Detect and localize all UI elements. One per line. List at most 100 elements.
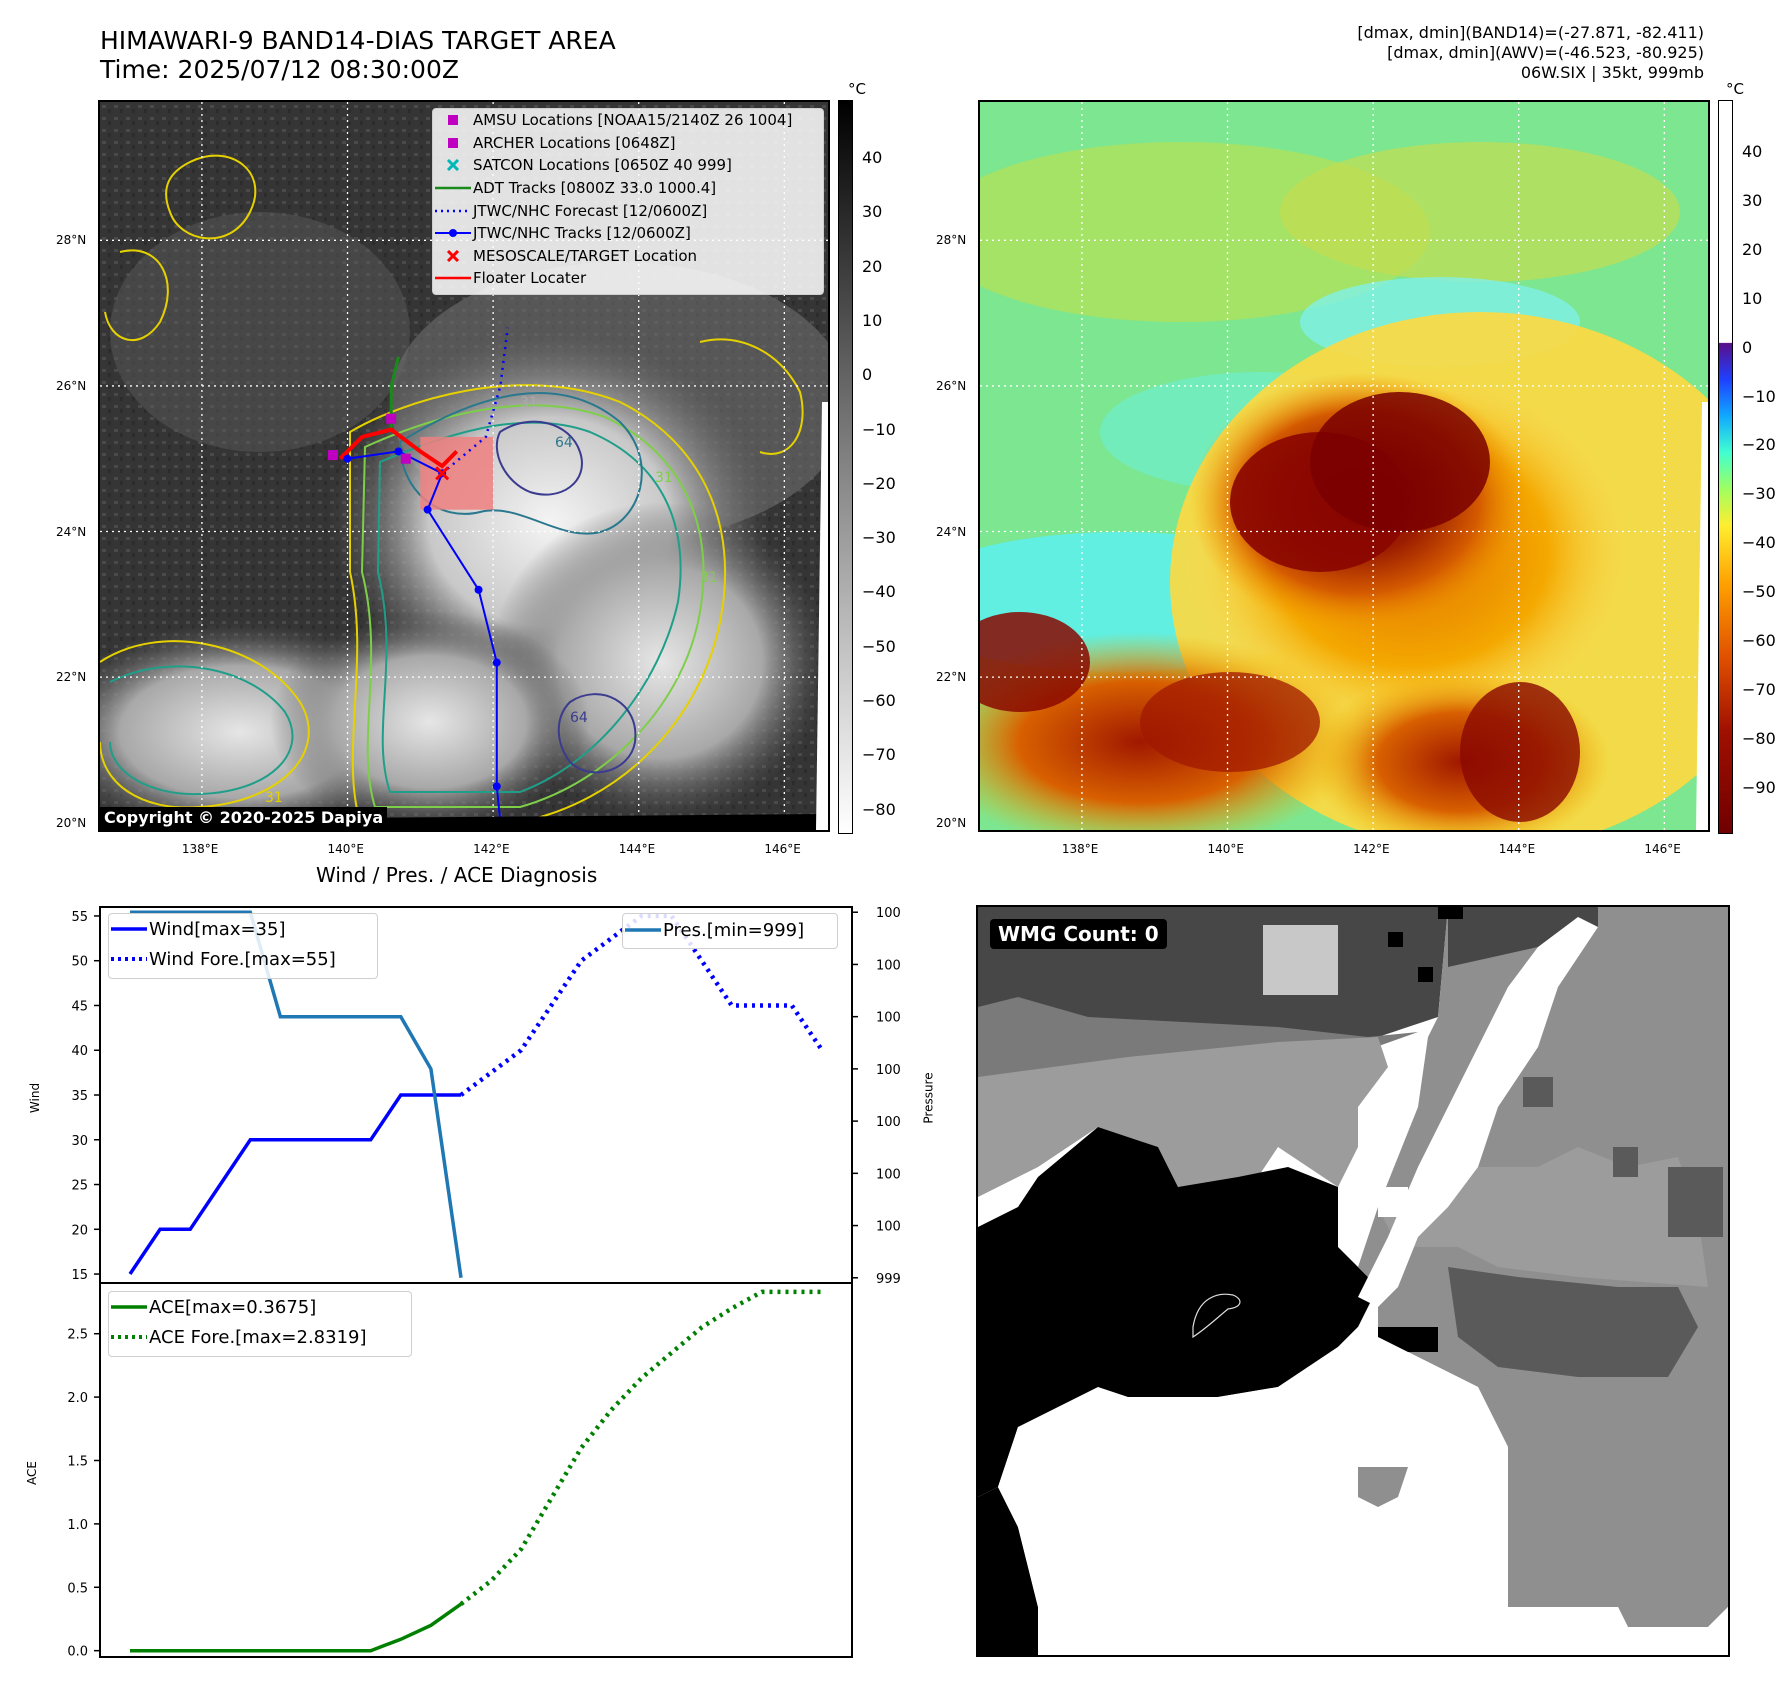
colorbar-tick: −40 [1742, 533, 1776, 553]
colorbar-tick: 0 [862, 365, 873, 385]
colorbar-tick: −70 [862, 745, 896, 765]
wind-tick-label: 35 [71, 1089, 88, 1104]
enhanced-ir-panel [978, 100, 1710, 832]
floater-track [338, 427, 459, 469]
lon-tick-label: 138°E [181, 842, 219, 856]
pressure-tick-label: 1005 [876, 958, 900, 973]
colorbar-tick: 40 [1742, 142, 1763, 161]
dmax-band14: [dmax, dmin](BAND14)=(-27.871, -82.411) [1357, 23, 1704, 42]
lat-tick-label: 24°N [56, 524, 87, 539]
pressure-legend-label: Pres.[min=999] [663, 919, 805, 941]
lat-tick-label: 22°N [56, 670, 87, 685]
colorbar-tick: −50 [862, 636, 896, 656]
lon-tick-label: 140°E [1207, 842, 1245, 856]
wind-tick-label: 20 [71, 1223, 88, 1238]
pressure-tick-label: 1002 [876, 1115, 900, 1130]
amsu-point [400, 453, 411, 464]
map-legend-item: ARCHER Locations [0648Z] [433, 132, 823, 155]
wmg-panel: WMG Count: 0 [976, 905, 1730, 1657]
map-legend-item: AMSU Locations [NOAA15/2140Z 26 1004] [433, 109, 823, 132]
colorbar-tick: 30 [862, 202, 883, 222]
lon-tick-label: 146°E [764, 842, 801, 856]
map-legend-item: ADT Tracks [0800Z 33.0 1000.4] [435, 179, 717, 198]
jtwc-point [492, 658, 501, 667]
colorbar-tick: 10 [1742, 288, 1763, 308]
jtwc-point [474, 585, 483, 594]
ir-map-panel: 31 64 31 31 64 31 AMSU Locations [NOAA15… [98, 100, 830, 832]
colorbar-tick: −90 [1742, 777, 1776, 797]
colorbar-tick: −80 [1742, 728, 1776, 748]
ace-tick-label: 1.5 [67, 1454, 88, 1469]
lat-tick-label: 20°N [56, 815, 87, 830]
lon-tick-label: 144°E [1498, 842, 1536, 856]
colorbar-tick: 30 [1742, 190, 1763, 210]
ace-tick-label: 0.5 [67, 1581, 88, 1596]
copyright-label: Copyright © 2020-2025 Dapiya [100, 807, 388, 828]
lon-tick-label: 138°E [1061, 842, 1099, 856]
ace-legend-label: ACE[max=0.3675] [149, 1296, 317, 1318]
amsu-point [327, 450, 338, 461]
lat-tick-label: 24°N [936, 524, 967, 539]
amsu-point [386, 413, 397, 424]
colorbar-tick: −10 [1742, 386, 1776, 406]
colorbar-tick: 40 [862, 148, 883, 167]
enhanced-colorbar [1718, 100, 1733, 834]
amsu-points [327, 413, 411, 464]
pressure-line [130, 910, 463, 1279]
lon-tick-label: 146°E [1644, 842, 1681, 856]
lon-tick-label: 144°E [618, 842, 656, 856]
jtwc-forecast-track [441, 327, 509, 475]
diagnosis-chart: 55 50 45 40 35 30 25 20 15 1006 1005 1004 1003 1002 10… [67, 906, 900, 1660]
dmax-awv: [dmax, dmin](AWV)=(-46.523, -80.925) [1387, 43, 1704, 62]
jtwc-point [394, 447, 403, 456]
enhanced-ir-canvas [980, 102, 1708, 830]
map-legend-item: JTWC/NHC Forecast [12/0600Z] [435, 201, 708, 220]
wind-forecast-legend-label: Wind Fore.[max=55] [149, 948, 336, 970]
colorbar-tick: −20 [862, 473, 896, 493]
contour-label: 31 [655, 470, 673, 486]
lon-tick-label: 142°E [473, 842, 510, 856]
lon-tick-label: 140°E [327, 842, 365, 856]
wind-line [128, 1093, 461, 1275]
ace-tick-label: 1.0 [67, 1518, 88, 1533]
map-legend-item: JTWC/NHC Tracks [12/0600Z] [433, 222, 823, 245]
pressure-tick-label: 1003 [876, 1063, 900, 1078]
contour-label: 31 [265, 790, 283, 806]
storm-info: 06W.SIX | 35kt, 999mb [1520, 63, 1704, 82]
jtwc-point [343, 454, 352, 463]
wind-legend-label: Wind[max=35] [149, 918, 286, 940]
colorbar-tick: 10 [862, 310, 883, 330]
pressure-axis-label: Pressure [921, 1072, 936, 1124]
colorbar-tick: −80 [862, 799, 896, 819]
map-legend-item: MESOSCALE/TARGET Location [433, 245, 823, 268]
ace-axis-label: ACE [24, 1461, 39, 1485]
wind-tick-label: 30 [71, 1134, 88, 1149]
wmg-canvas [978, 907, 1728, 1655]
colorbar-tick: −60 [1742, 631, 1776, 650]
ace-forecast-legend-label: ACE Fore.[max=2.8319] [149, 1326, 367, 1348]
colorbar-tick: −70 [1742, 679, 1776, 699]
pressure-legend: Pres.[min=999] [622, 913, 838, 949]
colorbar-tick: −20 [1742, 435, 1776, 455]
wind-tick-label: 50 [71, 955, 88, 970]
ace-legend: ACE[max=0.3675] ACE Fore.[max=2.8319] [108, 1291, 412, 1357]
chart-timestamp: Time: 2025/07/12 08:30:00Z [100, 55, 459, 84]
enhanced-colorbar-unit: °C [1726, 80, 1744, 98]
contour-label: 64 [570, 710, 588, 726]
colorbar-tick: −30 [862, 528, 896, 548]
contour-label: 31 [520, 395, 538, 411]
colorbar-tick: −30 [1742, 484, 1776, 504]
colorbar-tick: −60 [862, 691, 896, 710]
wind-tick-label: 55 [71, 910, 88, 925]
ace-tick-label: 0.0 [67, 1645, 88, 1660]
ir-colorbar [838, 100, 853, 834]
lon-tick-label: 142°E [1353, 842, 1390, 856]
map-legend-item: Floater Locater [435, 269, 587, 288]
colorbar-tick: −40 [862, 582, 896, 602]
map-legend-item: SATCON Locations [0650Z 40 999] [433, 154, 823, 177]
pressure-tick-label: 999 [876, 1272, 900, 1287]
ace-forecast-line [459, 1289, 822, 1606]
wmg-count-badge: WMG Count: 0 [990, 919, 1167, 949]
lat-tick-label: 26°N [936, 378, 967, 393]
lat-tick-label: 26°N [56, 378, 87, 393]
